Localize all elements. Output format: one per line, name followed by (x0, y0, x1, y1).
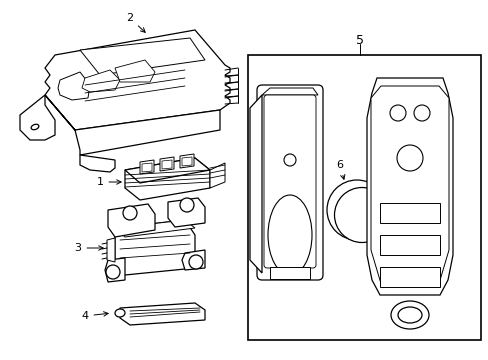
Polygon shape (168, 198, 204, 227)
Polygon shape (108, 204, 155, 237)
Polygon shape (115, 220, 195, 237)
FancyBboxPatch shape (257, 85, 323, 280)
Circle shape (123, 206, 137, 220)
Circle shape (180, 198, 194, 212)
Circle shape (284, 154, 295, 166)
Bar (379, 267, 439, 287)
Text: 6: 6 (336, 160, 344, 179)
Circle shape (389, 105, 405, 121)
Polygon shape (125, 158, 209, 183)
Ellipse shape (115, 309, 125, 317)
Text: 5: 5 (355, 33, 363, 46)
Polygon shape (162, 160, 172, 169)
Circle shape (413, 105, 429, 121)
Polygon shape (82, 70, 120, 92)
Text: 4: 4 (81, 311, 108, 321)
FancyBboxPatch shape (264, 95, 315, 268)
Polygon shape (80, 38, 204, 75)
Polygon shape (45, 95, 220, 155)
Circle shape (396, 145, 422, 171)
Polygon shape (180, 154, 194, 168)
Polygon shape (107, 238, 115, 262)
Polygon shape (249, 95, 262, 273)
Ellipse shape (31, 124, 39, 130)
Polygon shape (58, 72, 90, 100)
Polygon shape (125, 158, 209, 200)
Polygon shape (160, 157, 174, 171)
Polygon shape (45, 30, 229, 130)
Circle shape (106, 265, 120, 279)
Ellipse shape (390, 301, 428, 329)
Text: 3: 3 (74, 243, 103, 253)
Polygon shape (262, 88, 317, 95)
Bar (379, 203, 439, 223)
Polygon shape (209, 163, 224, 188)
Circle shape (189, 255, 203, 269)
Circle shape (326, 180, 386, 240)
Polygon shape (140, 160, 154, 174)
Ellipse shape (267, 195, 311, 275)
Text: 1: 1 (96, 177, 121, 187)
Polygon shape (115, 220, 195, 275)
Polygon shape (366, 78, 452, 295)
Bar (247, 55, 480, 340)
Bar (379, 235, 439, 255)
Ellipse shape (397, 307, 421, 323)
Polygon shape (182, 157, 192, 166)
Polygon shape (120, 303, 204, 325)
Polygon shape (80, 155, 115, 172)
Text: 2: 2 (126, 13, 145, 32)
Polygon shape (20, 95, 55, 140)
Ellipse shape (334, 188, 389, 243)
Polygon shape (142, 163, 152, 172)
Polygon shape (182, 250, 204, 270)
Polygon shape (105, 258, 125, 282)
Polygon shape (370, 86, 448, 287)
Polygon shape (115, 60, 155, 82)
Bar (269, 267, 309, 279)
